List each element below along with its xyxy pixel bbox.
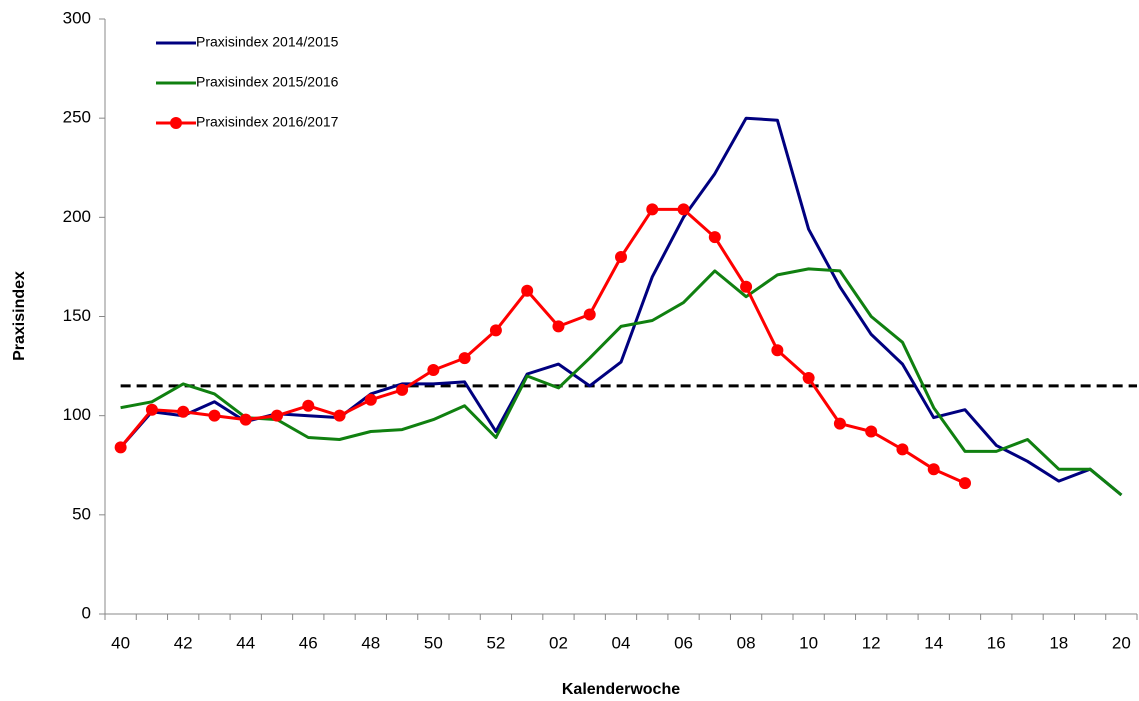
- x-tick-label: 02: [549, 633, 568, 652]
- x-tick-label: 04: [612, 633, 631, 652]
- x-tick-label: 48: [361, 633, 380, 652]
- x-tick-label: 06: [674, 633, 693, 652]
- data-point: [646, 203, 659, 216]
- x-tick-label: 12: [862, 633, 881, 652]
- data-point: [458, 352, 471, 365]
- data-point: [208, 409, 221, 422]
- data-point: [364, 393, 377, 406]
- series-line: [120, 267, 1123, 497]
- y-axis-title: Praxisindex: [11, 271, 28, 361]
- data-point: [708, 231, 721, 244]
- x-tick-label: 20: [1112, 633, 1131, 652]
- y-tick-label: 50: [72, 504, 91, 523]
- data-point: [239, 413, 252, 426]
- x-tick-label: 08: [737, 633, 756, 652]
- legend-label: Praxisindex 2014/2015: [196, 34, 339, 50]
- y-tick-label: 100: [63, 405, 91, 424]
- x-tick-label: 40: [111, 633, 130, 652]
- y-tick-label: 250: [63, 108, 91, 127]
- x-tick-label: 46: [299, 633, 318, 652]
- data-point: [677, 203, 690, 216]
- x-tick-label: 50: [424, 633, 443, 652]
- y-tick-label: 0: [82, 603, 91, 622]
- data-point: [552, 320, 565, 333]
- legend-label: Praxisindex 2016/2017: [196, 114, 339, 130]
- data-point: [145, 403, 158, 416]
- x-tick-label: 52: [486, 633, 505, 652]
- data-point: [833, 417, 846, 430]
- y-tick-label: 200: [63, 207, 91, 226]
- data-point: [333, 409, 346, 422]
- data-point: [896, 443, 909, 456]
- legend-label: Praxisindex 2015/2016: [196, 74, 339, 90]
- x-tick-label: 42: [174, 633, 193, 652]
- y-tick-label: 150: [63, 306, 91, 325]
- data-point: [615, 251, 627, 263]
- data-point: [865, 425, 878, 438]
- series-line: [119, 207, 966, 485]
- x-tick-label: 10: [799, 633, 818, 652]
- data-point: [927, 463, 940, 476]
- data-point: [771, 344, 784, 357]
- x-tick-label: 18: [1049, 633, 1068, 652]
- data-point: [396, 383, 409, 396]
- data-point: [521, 284, 534, 297]
- data-point: [114, 441, 127, 454]
- data-point: [177, 405, 190, 418]
- y-tick-label: 300: [63, 8, 91, 27]
- legend-marker: [170, 117, 182, 129]
- x-tick-label: 16: [987, 633, 1006, 652]
- data-point: [302, 399, 315, 412]
- data-point: [583, 308, 596, 321]
- data-point: [427, 364, 440, 377]
- data-point: [489, 324, 502, 337]
- x-axis-title: Kalenderwoche: [562, 681, 680, 698]
- data-point: [740, 280, 753, 293]
- x-tick-label: 44: [236, 633, 255, 652]
- data-point: [271, 409, 283, 422]
- data-point: [802, 371, 815, 384]
- series-line: [119, 116, 1123, 497]
- data-point: [959, 477, 971, 490]
- x-tick-label: 14: [924, 633, 943, 652]
